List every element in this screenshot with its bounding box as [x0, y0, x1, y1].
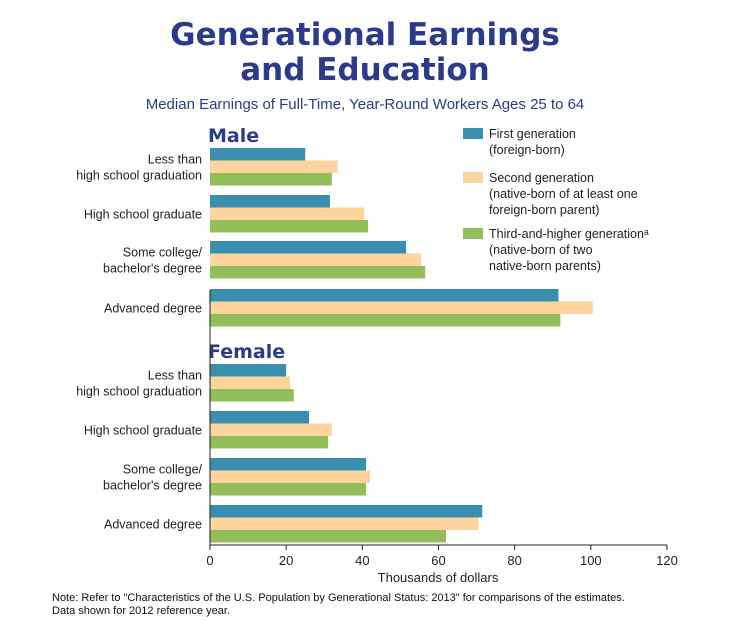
x-tick-label: 60	[431, 553, 445, 568]
panel-title-female: Female	[208, 341, 285, 363]
category-label: high school graduation	[76, 168, 202, 182]
bar-second-generation	[210, 253, 422, 266]
bar-first-generation	[210, 505, 483, 518]
legend-label: Second generation	[489, 171, 594, 185]
category-label: Some college/	[123, 245, 203, 259]
note-line: Note: Refer to "Characteristics of the U…	[52, 592, 625, 604]
bar-third-generation	[210, 530, 447, 543]
x-axis-title: Thousands of dollars	[378, 570, 499, 585]
chart-title: Generational Earnings and Education	[0, 18, 730, 88]
bar-third-generation	[210, 314, 561, 327]
legend-label: Third-and-higher generationᵃ	[489, 227, 649, 241]
bar-second-generation	[210, 470, 370, 483]
x-tick-label: 80	[507, 553, 521, 568]
bar-second-generation	[210, 301, 593, 314]
chart-title-line: Generational Earnings	[170, 17, 560, 53]
legend-label: foreign-born parent)	[489, 203, 599, 217]
category-label: Less than	[148, 152, 202, 166]
category-label: Some college/	[123, 462, 203, 476]
x-tick-label: 40	[355, 553, 369, 568]
legend-label: native-born parents)	[489, 259, 601, 273]
bar-second-generation	[210, 517, 479, 530]
chart-subtitle: Median Earnings of Full-Time, Year-Round…	[145, 96, 585, 113]
category-label: High school graduate	[84, 423, 202, 437]
bar-first-generation	[210, 458, 367, 471]
legend-label: (native-born of two	[489, 243, 593, 257]
x-tick-label: 20	[279, 553, 293, 568]
bar-first-generation	[210, 195, 330, 208]
chart-note: Note: Refer to "Characteristics of the U…	[52, 592, 742, 618]
panel-title-male: Male	[208, 125, 259, 147]
legend-label: (native-born of at least one	[489, 187, 638, 201]
bar-first-generation	[210, 289, 559, 302]
category-label: bachelor's degree	[103, 261, 202, 275]
bar-third-generation	[210, 266, 426, 279]
bar-third-generation	[210, 173, 332, 186]
bar-first-generation	[210, 411, 310, 424]
bar-second-generation	[210, 207, 365, 220]
category-label: bachelor's degree	[103, 478, 202, 492]
x-tick-label: 0	[206, 553, 213, 568]
bar-second-generation	[210, 423, 332, 436]
bar-third-generation	[210, 389, 294, 402]
note-line: Data shown for 2012 reference year.	[52, 605, 230, 617]
legend-swatch-second	[463, 172, 483, 183]
x-tick-label: 100	[580, 553, 602, 568]
category-label: High school graduate	[84, 207, 202, 221]
legend-label: First generation	[489, 127, 576, 141]
category-label: Advanced degree	[104, 301, 202, 315]
bar-first-generation	[210, 241, 407, 254]
legend-label: (foreign-born)	[489, 143, 565, 157]
bar-second-generation	[210, 160, 338, 173]
bar-third-generation	[210, 220, 369, 233]
legend-swatch-third	[463, 228, 483, 239]
category-label: Less than	[148, 368, 202, 382]
bar-first-generation	[210, 364, 287, 377]
chart-title-line: and Education	[240, 52, 490, 88]
bar-third-generation	[210, 483, 367, 496]
bar-second-generation	[210, 376, 290, 389]
category-label: high school graduation	[76, 384, 202, 398]
legend-swatch-first	[463, 128, 483, 139]
bar-third-generation	[210, 436, 329, 449]
bar-first-generation	[210, 148, 306, 161]
x-tick-label: 120	[656, 553, 678, 568]
category-label: Advanced degree	[104, 517, 202, 531]
